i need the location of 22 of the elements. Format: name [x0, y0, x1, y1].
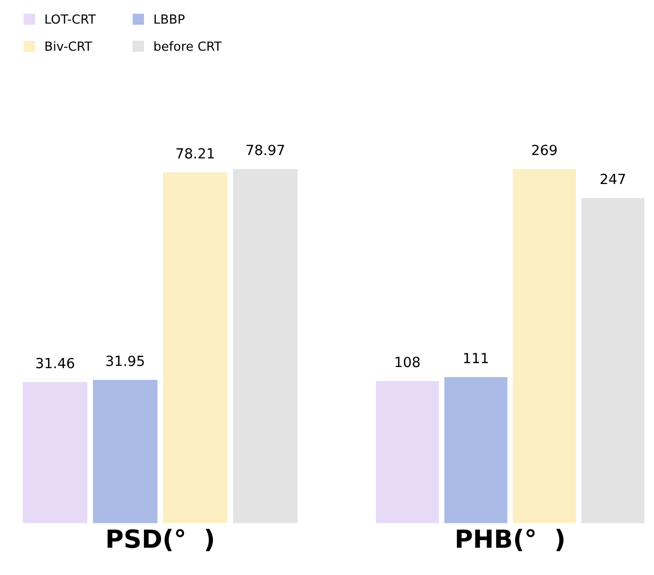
- data-label: 269: [532, 144, 557, 156]
- x-axis-title: PHB(° ): [456, 528, 564, 552]
- data-label: 31.95: [106, 356, 144, 366]
- x-axis-title: PSD(° ): [108, 528, 213, 552]
- bar: [163, 172, 228, 524]
- bar: [444, 377, 508, 524]
- data-label: 78.97: [246, 144, 284, 156]
- bar: [581, 198, 644, 524]
- legend-label: LOT-CRT: [46, 14, 96, 24]
- data-label: 78.21: [176, 148, 214, 159]
- bar: [233, 169, 298, 524]
- data-label: 108: [396, 356, 420, 368]
- legend-label: before CRT: [154, 41, 222, 51]
- legend-label: Biv-CRT: [46, 41, 92, 51]
- data-label: 31.46: [36, 358, 74, 368]
- bar: [22, 382, 88, 524]
- bar: [512, 169, 576, 524]
- legend-label: LBBP: [154, 14, 185, 24]
- data-label: 247: [600, 174, 625, 184]
- bar: [92, 380, 158, 524]
- data-label: 111: [464, 352, 488, 364]
- bar: [376, 381, 439, 524]
